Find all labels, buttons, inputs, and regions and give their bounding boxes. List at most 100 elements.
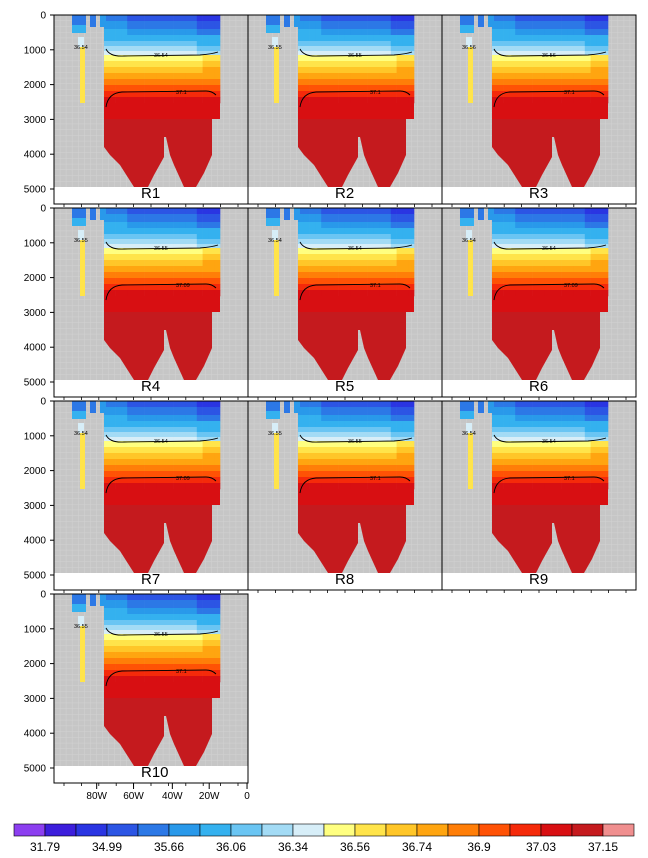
basin-cell xyxy=(555,208,562,215)
basin-cell xyxy=(162,97,169,104)
basin-cell xyxy=(321,459,328,466)
basin-cell xyxy=(214,244,221,249)
basin-cell xyxy=(590,35,597,42)
basin-cell xyxy=(115,625,122,631)
basin-cell xyxy=(344,483,351,490)
basin-cell xyxy=(327,272,334,279)
basin-cell xyxy=(373,477,380,484)
basin-cell xyxy=(121,407,128,416)
basin-cell xyxy=(138,415,145,422)
basin-cell xyxy=(573,41,580,47)
basin-cell xyxy=(298,15,305,22)
basin-cell xyxy=(150,284,157,291)
basin-cell xyxy=(584,55,591,62)
basin-cell xyxy=(379,15,386,22)
basin-cell xyxy=(173,266,180,273)
basin-cell xyxy=(379,441,386,448)
basin-cell xyxy=(579,51,586,56)
basin-cell xyxy=(344,465,351,472)
basin-cell xyxy=(402,214,409,223)
marginal-cell xyxy=(80,47,85,103)
basin-cell xyxy=(544,244,551,249)
basin-cell xyxy=(298,278,305,285)
marginal-cell xyxy=(274,433,279,489)
basin-cell xyxy=(162,459,169,466)
basin-cell xyxy=(396,401,403,408)
basin-cell xyxy=(167,676,174,683)
basin-cell xyxy=(573,284,580,291)
left-contour-label: 36.54 xyxy=(462,238,476,244)
basin-cell xyxy=(173,594,180,601)
basin-cell xyxy=(544,415,551,422)
basin-cell xyxy=(567,290,574,297)
basin-cell xyxy=(309,79,316,86)
basin-cell xyxy=(133,401,140,408)
basin-cell xyxy=(596,421,603,428)
basin-cell xyxy=(109,67,116,74)
basin-cell xyxy=(361,477,368,484)
basin-cell xyxy=(202,664,209,671)
basin-cell xyxy=(579,401,586,408)
basin-cell xyxy=(555,248,562,255)
deep-cell xyxy=(298,505,406,523)
basin-cell xyxy=(104,91,111,98)
basin-cell xyxy=(173,244,180,249)
basin-cell xyxy=(179,41,186,47)
basin-cell xyxy=(303,46,310,52)
basin-cell xyxy=(298,290,305,297)
basin-cell xyxy=(596,35,603,42)
basin-cell xyxy=(567,222,574,229)
basin-cell xyxy=(408,55,415,62)
basin-cell xyxy=(298,441,305,448)
marginal-cell xyxy=(72,401,86,411)
deep-trough-west xyxy=(298,137,358,187)
basin-cell xyxy=(191,652,198,659)
basin-cell xyxy=(321,465,328,472)
basin-cell xyxy=(515,29,522,36)
basin-cell xyxy=(138,401,145,408)
basin-cell xyxy=(173,46,180,52)
basin-cell xyxy=(344,85,351,92)
basin-cell xyxy=(509,407,516,416)
basin-cell xyxy=(402,290,409,297)
basin-cell xyxy=(396,46,403,52)
basin-cell xyxy=(208,61,215,68)
basin-cell xyxy=(356,21,363,30)
deep-cell xyxy=(600,103,608,119)
basin-cell xyxy=(121,427,128,433)
basin-cell xyxy=(321,437,328,442)
basin-cell xyxy=(509,465,516,472)
basin-cell xyxy=(167,91,174,98)
basin-cell xyxy=(567,15,574,22)
basin-cell xyxy=(127,646,134,653)
basin-cell xyxy=(327,453,334,460)
basin-cell xyxy=(104,29,111,36)
basin-cell xyxy=(379,254,386,261)
basin-cell xyxy=(332,61,339,68)
basin-cell xyxy=(196,290,203,297)
basin-cell xyxy=(350,41,357,47)
basin-cell xyxy=(509,228,516,235)
basin-cell xyxy=(367,272,374,279)
basin-cell xyxy=(208,15,215,22)
basin-cell xyxy=(379,447,386,454)
basin-cell xyxy=(590,91,597,98)
basin-cell xyxy=(550,272,557,279)
basin-cell xyxy=(390,407,397,416)
basin-cell xyxy=(150,97,157,104)
basin-cell xyxy=(492,290,499,297)
basin-cell xyxy=(408,290,415,297)
basin-cell xyxy=(104,625,111,631)
basin-cell xyxy=(144,266,151,273)
basin-cell xyxy=(367,51,374,56)
basin-cell xyxy=(590,437,597,442)
basin-cell xyxy=(532,471,539,478)
basin-cell xyxy=(144,61,151,68)
basin-cell xyxy=(503,41,510,47)
basin-cell xyxy=(521,453,528,460)
basin-cell xyxy=(408,222,415,229)
basin-cell xyxy=(579,477,586,484)
basin-cell xyxy=(590,67,597,74)
basin-cell xyxy=(497,41,504,47)
basin-cell xyxy=(497,465,504,472)
